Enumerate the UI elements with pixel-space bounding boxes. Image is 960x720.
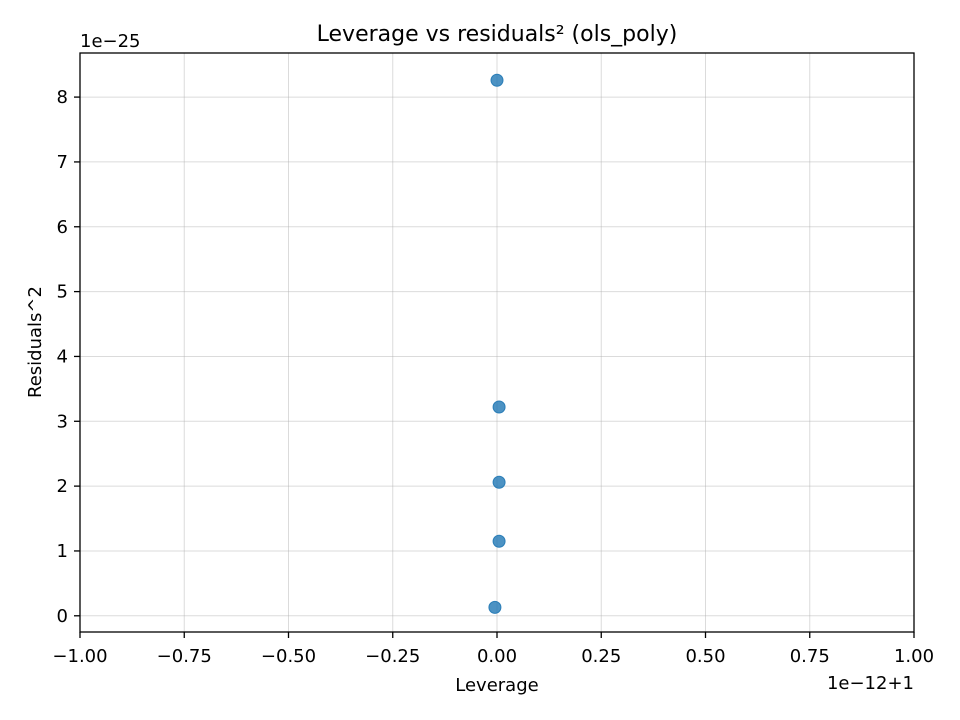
x-tick-label: 0.75 [790, 646, 830, 667]
scatter-point [492, 400, 506, 414]
y-tick-label: 4 [57, 346, 68, 367]
y-tick-label: 8 [57, 87, 68, 108]
x-tick-label: −0.50 [261, 646, 316, 667]
y-tick-label: 3 [57, 411, 68, 432]
scatter-point [488, 600, 502, 614]
x-axis-offset-label: 1e−12+1 [827, 673, 914, 694]
grid [79, 53, 915, 632]
x-tick-label: 1.00 [894, 646, 934, 667]
x-axis-label: Leverage [455, 675, 538, 696]
y-tick-label: 5 [57, 282, 68, 303]
x-tick-label: 0.00 [477, 646, 517, 667]
y-axis-label: Residuals^2 [25, 286, 46, 398]
y-tick-label: 7 [57, 152, 68, 173]
x-tick-label: −0.25 [365, 646, 420, 667]
y-tick-label: 6 [57, 217, 68, 238]
x-tick-label: −1.00 [52, 646, 107, 667]
x-tick-label: −0.75 [157, 646, 212, 667]
y-axis-ticks: 0 1 2 3 4 5 6 7 8 [57, 87, 80, 627]
x-tick-label: 0.50 [685, 646, 725, 667]
y-axis-offset-label: 1e−25 [80, 31, 141, 52]
y-tick-label: 1 [57, 541, 68, 562]
scatter-point [492, 475, 506, 489]
y-tick-label: 2 [57, 476, 68, 497]
data-points [488, 73, 506, 614]
scatter-point [492, 534, 506, 548]
scatter-point [490, 73, 504, 87]
x-axis-ticks: −1.00 −0.75 −0.50 −0.25 0.00 0.25 0.50 0.75 1.00 [52, 632, 934, 667]
chart-title: Leverage vs residuals² (ols_poly) [317, 22, 678, 47]
x-tick-label: 0.25 [581, 646, 621, 667]
y-tick-label: 0 [57, 606, 68, 627]
